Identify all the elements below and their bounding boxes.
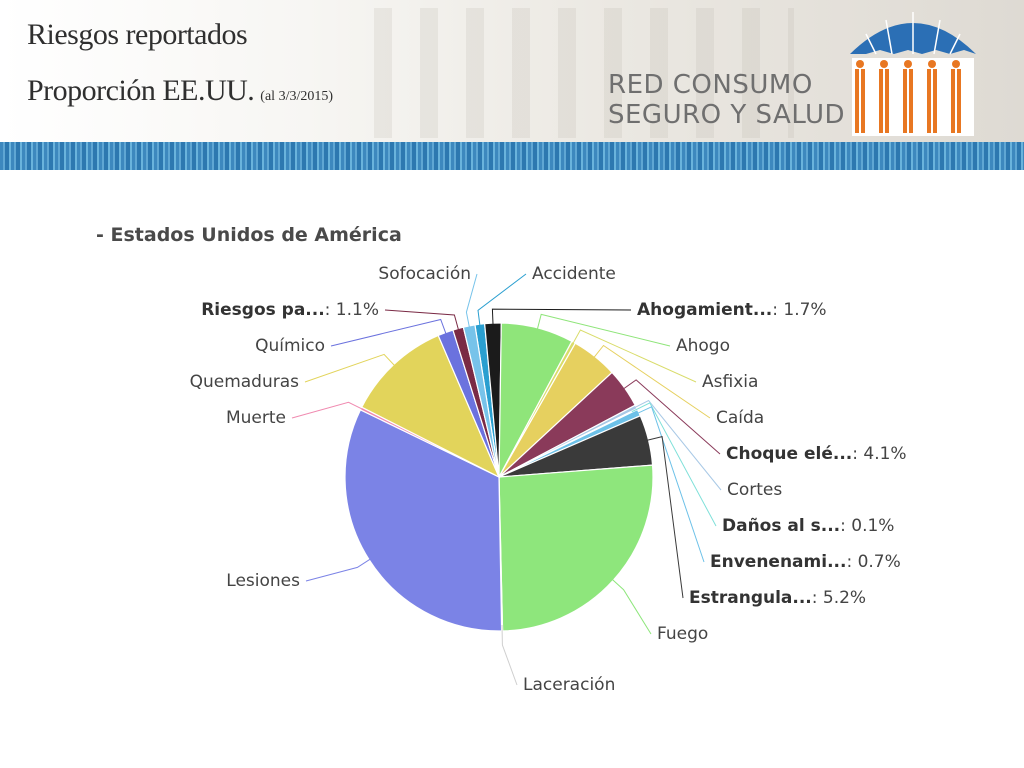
- slice-label: Laceración: [523, 675, 615, 695]
- slice-label: Riesgos pa...: 1.1%: [201, 300, 379, 320]
- slice-label: Lesiones: [226, 571, 300, 591]
- slice-label: Muerte: [226, 408, 286, 428]
- leader-line: [477, 273, 527, 331]
- chart-title: - Estados Unidos de América: [96, 224, 402, 246]
- slide-title: Riesgos reportados: [27, 18, 248, 51]
- slice-label: Quemaduras: [190, 372, 300, 392]
- leader-line: [590, 344, 711, 419]
- subtitle-text: Proporción EE.UU.: [27, 74, 255, 107]
- slice-label: Asfixia: [702, 372, 758, 392]
- slice-label: Ahogamient...: 1.7%: [637, 300, 827, 320]
- leader-line: [384, 309, 461, 335]
- slide-subtitle: Proporción EE.UU. (al 3/3/2015): [27, 74, 333, 108]
- umbrella-people-logo-icon: [850, 12, 976, 136]
- leader-line: [291, 401, 367, 419]
- brand-name: RED CONSUMO SEGURO Y SALUD: [608, 70, 845, 130]
- blue-stripe: [0, 142, 1024, 170]
- banner-building-photo: [374, 8, 794, 138]
- leader-line: [631, 402, 717, 527]
- slice-label: Sofocación: [378, 264, 471, 284]
- leader-line: [630, 399, 722, 491]
- leader-line: [491, 308, 632, 330]
- pie-slice[interactable]: [498, 464, 654, 632]
- slice-label: Accidente: [532, 264, 616, 284]
- leader-line: [305, 556, 375, 582]
- slice-label: Envenenami...: 0.7%: [710, 552, 901, 572]
- slice-label: Estrangula...: 5.2%: [689, 588, 866, 608]
- leader-line: [608, 575, 652, 635]
- slice-label: Caída: [716, 408, 764, 428]
- leader-line: [330, 318, 449, 347]
- leader-line: [465, 273, 478, 332]
- leader-line: [633, 406, 705, 563]
- pie-chart: - Estados Unidos de América Accidente Aho…: [96, 224, 907, 695]
- leader-line: [501, 624, 518, 686]
- leader-line: [304, 353, 399, 383]
- brand-line-2: SEGURO Y SALUD: [608, 100, 846, 130]
- slice-label: Daños al s...: 0.1%: [722, 516, 894, 536]
- leader-line: [570, 329, 697, 383]
- leader-line: [535, 313, 671, 347]
- leader-line: [642, 435, 684, 599]
- slice-label: Cortes: [727, 480, 782, 500]
- slice-label: Fuego: [657, 624, 708, 644]
- brand-line-1: RED CONSUMO: [608, 70, 813, 100]
- leader-line: [619, 379, 721, 455]
- date-note: (al 3/3/2015): [260, 89, 334, 104]
- slice-label: Químico: [255, 336, 325, 356]
- slice-label: Ahogo: [676, 336, 730, 356]
- slice-label: Choque elé...: 4.1%: [726, 444, 907, 464]
- chart-area: - Estados Unidos de América Accidente Aho…: [0, 170, 1024, 768]
